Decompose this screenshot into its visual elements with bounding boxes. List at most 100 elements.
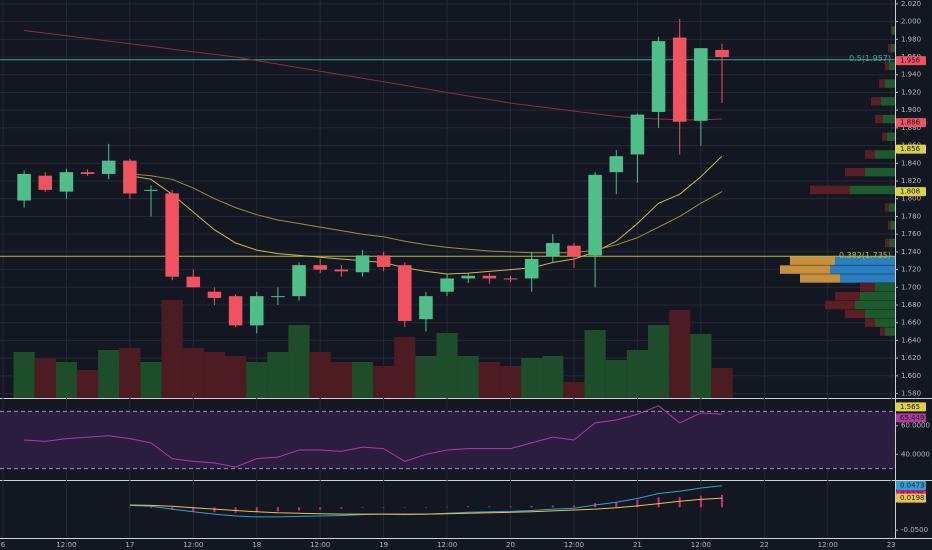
y-tick-label: 1.940	[901, 71, 921, 79]
volume-bar	[394, 337, 416, 398]
x-tick-label: 23	[887, 541, 896, 549]
moving-average	[129, 173, 723, 254]
y-tick-label: 2.000	[901, 18, 921, 26]
price-tag-label: 1.808	[900, 188, 920, 196]
candle-body	[249, 296, 264, 326]
y-tick-label: 1.780	[901, 212, 921, 220]
profile-down	[888, 221, 891, 230]
volume-bar	[98, 350, 120, 398]
candle-body	[524, 258, 539, 279]
candle-body	[334, 269, 349, 272]
volume-bar	[182, 348, 204, 398]
profile-down	[810, 185, 850, 195]
volume-bar	[225, 356, 247, 398]
macd-histogram-bar	[192, 507, 195, 512]
price-tag	[896, 402, 926, 412]
moving-average	[129, 155, 723, 275]
y-tick-label: 1.640	[901, 336, 921, 344]
macd-histogram-bar	[298, 507, 301, 511]
profile-up	[881, 97, 895, 106]
macd-histogram-bar	[424, 507, 427, 508]
profile-up	[891, 221, 895, 230]
candle-body	[313, 265, 327, 270]
volume-bar	[330, 362, 352, 398]
profile-down	[882, 132, 887, 141]
profile-up	[840, 274, 895, 283]
y-tick-label: 1.660	[901, 319, 921, 327]
price-tag	[896, 187, 926, 197]
profile-down	[871, 97, 881, 106]
y-tick-label: 40.0000	[901, 450, 930, 458]
y-tick-label: 1.760	[901, 230, 921, 238]
profile-down	[888, 43, 891, 53]
candle-body	[355, 255, 370, 273]
x-tick-label: 12:00	[183, 541, 203, 549]
volume-bar	[690, 334, 712, 398]
x-tick-label: 12:00	[437, 541, 457, 549]
candle-body	[672, 37, 687, 122]
volume-bar	[55, 362, 77, 398]
profile-down	[780, 265, 830, 274]
profile-down	[875, 114, 883, 124]
y-tick-label: 1.980	[901, 35, 921, 43]
macd-histogram-bar	[149, 507, 152, 509]
volume-bar	[563, 382, 585, 398]
volume-bar	[76, 370, 99, 398]
y-tick-label: 1.720	[901, 266, 921, 274]
macd-histogram-bar	[572, 505, 575, 508]
macd-histogram-bar	[551, 505, 554, 508]
volume-bar	[161, 300, 183, 398]
profile-down	[885, 203, 889, 212]
candle-body	[440, 278, 454, 292]
macd-histogram-bar	[699, 495, 702, 508]
candle-body	[482, 275, 497, 279]
candle-body	[715, 49, 729, 58]
x-tick-label: 12:00	[56, 541, 76, 549]
moving-average	[24, 30, 723, 121]
profile-down	[891, 26, 892, 35]
volume-bar	[13, 352, 35, 398]
price-tag-label: 1.956	[900, 57, 921, 65]
volume-bar	[267, 352, 289, 398]
candle-body	[80, 172, 95, 174]
profile-down	[865, 150, 875, 159]
macd-histogram-bar	[678, 497, 681, 508]
volume-bar	[478, 362, 500, 398]
profile-up	[883, 114, 895, 124]
x-tick-label: 6	[1, 541, 6, 549]
candle-body	[38, 175, 53, 190]
x-tick-label: 19	[379, 541, 388, 549]
candle-body	[271, 296, 285, 298]
y-tick-label: 1.800	[901, 195, 921, 203]
candle-body	[630, 114, 645, 155]
volume-bar	[246, 362, 268, 398]
price-tag-label: 0.0473	[900, 482, 925, 490]
profile-up	[885, 79, 895, 88]
y-tick-label: 1.700	[901, 283, 921, 291]
candle-body	[292, 265, 306, 297]
profile-down	[885, 238, 889, 248]
candle-body	[207, 291, 222, 298]
macd-histogram-bar	[276, 507, 279, 512]
macd-histogram-bar	[636, 499, 639, 508]
signal-line	[129, 497, 723, 515]
rsi-band	[0, 411, 895, 469]
price-tag	[896, 56, 926, 66]
price-tag-label: 65.4497	[900, 414, 929, 422]
x-tick-label: 17	[125, 541, 134, 549]
price-tag-label: 1.856	[900, 145, 921, 153]
volume-bar	[373, 366, 395, 398]
candle-body	[567, 245, 581, 257]
y-tick-label: 1.580	[901, 390, 921, 398]
macd-histogram-bar	[467, 506, 470, 508]
candle-body	[651, 41, 666, 112]
macd-histogram-bar	[340, 507, 343, 509]
volume-bar	[584, 330, 606, 398]
y-tick-label: 1.920	[901, 88, 921, 96]
profile-up	[892, 26, 895, 35]
volume-bar	[647, 325, 670, 398]
price-tag-label: 1.565	[900, 403, 920, 411]
volume-bar	[203, 352, 226, 398]
y-tick-label: 1.740	[901, 248, 921, 256]
profile-up	[860, 291, 895, 301]
